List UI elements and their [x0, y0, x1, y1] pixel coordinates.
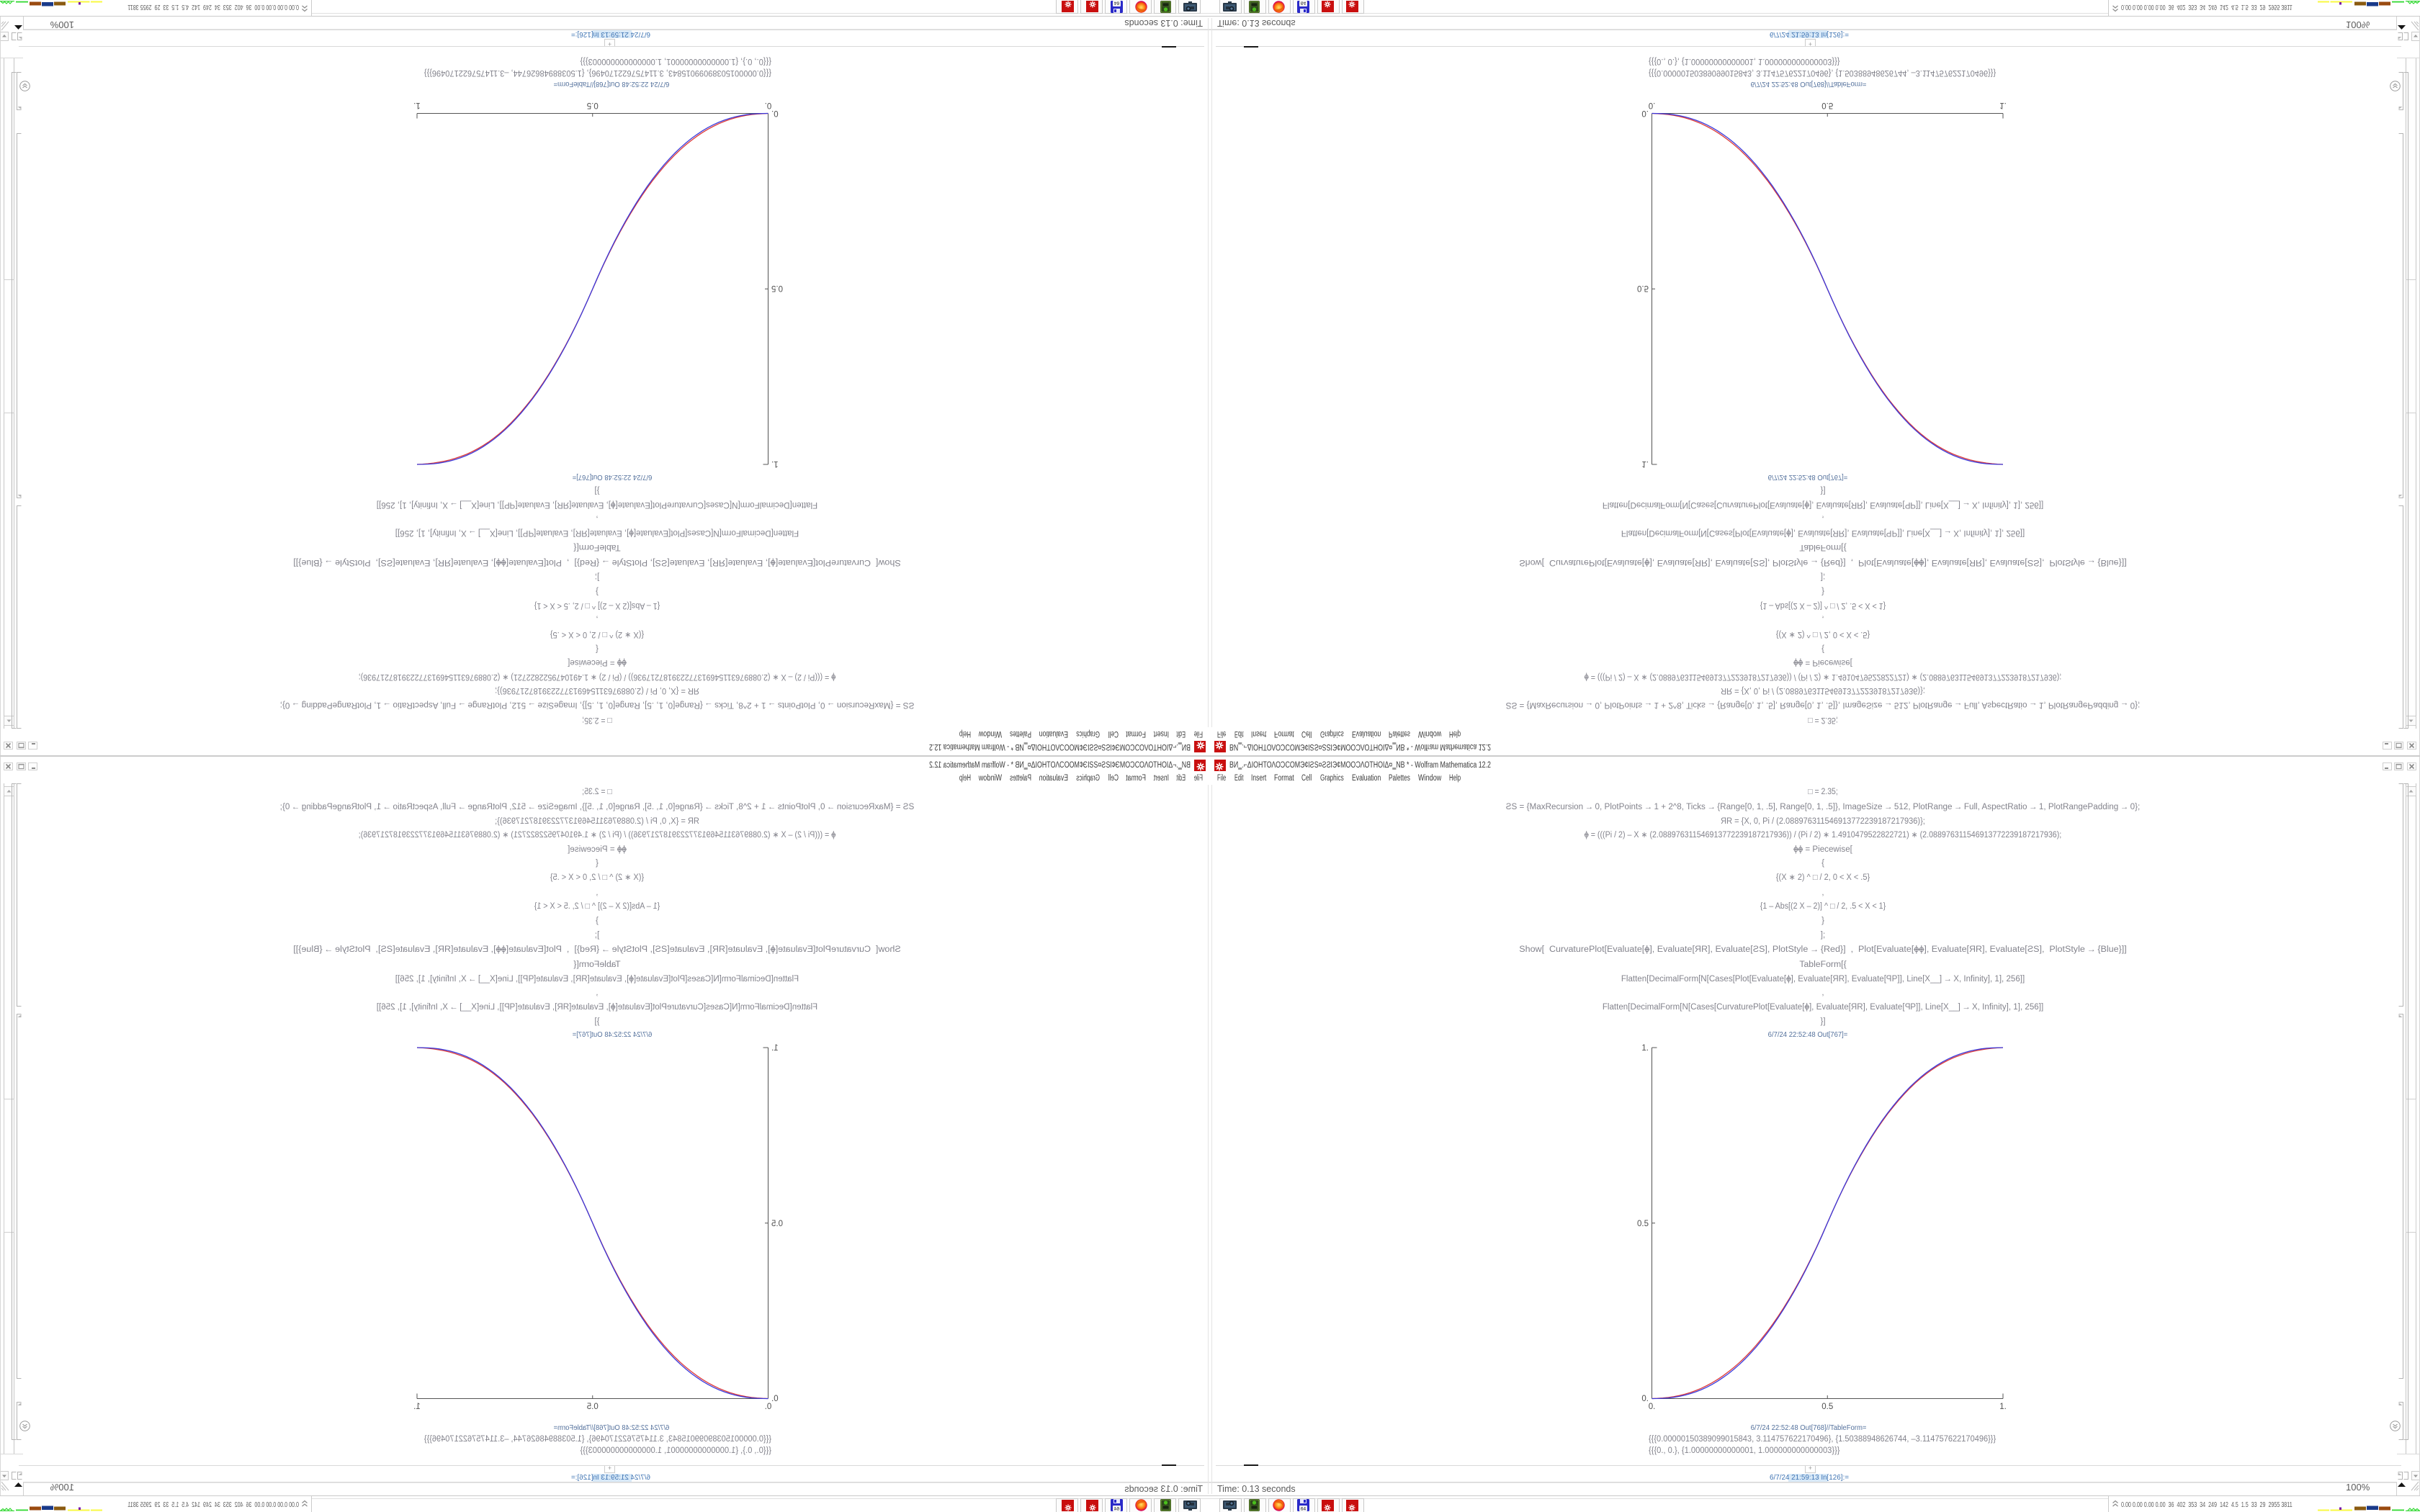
- svg-text:1.: 1.: [1641, 459, 1649, 468]
- svg-text:0.5: 0.5: [587, 101, 599, 109]
- svg-text:0.: 0.: [765, 1403, 772, 1411]
- svg-text:0.5: 0.5: [1637, 284, 1649, 292]
- svg-text:0.: 0.: [1649, 1403, 1656, 1411]
- svg-text:0.5: 0.5: [1821, 101, 1833, 109]
- svg-text:1.: 1.: [413, 1403, 421, 1411]
- svg-text:0.: 0.: [771, 109, 779, 117]
- svg-text:0.5: 0.5: [771, 284, 783, 292]
- svg-text:1.: 1.: [1641, 1044, 1649, 1053]
- svg-text:1.: 1.: [771, 1044, 779, 1053]
- svg-text:0.5: 0.5: [1637, 1220, 1649, 1228]
- svg-text:0.: 0.: [765, 101, 772, 109]
- svg-text:64: 64: [1301, 1, 1307, 6]
- svg-text:0.5: 0.5: [1821, 1403, 1833, 1411]
- svg-text:0.5: 0.5: [771, 1220, 783, 1228]
- svg-text:0.: 0.: [1641, 1395, 1649, 1403]
- svg-text:0.: 0.: [1649, 101, 1656, 109]
- svg-text:1.: 1.: [413, 101, 421, 109]
- svg-text:1.: 1.: [771, 459, 779, 468]
- svg-text:64: 64: [1114, 1, 1120, 6]
- svg-text:64: 64: [1114, 1507, 1120, 1512]
- svg-text:1.: 1.: [1999, 1403, 2007, 1411]
- svg-text:0.: 0.: [1641, 109, 1649, 117]
- svg-text:0.5: 0.5: [587, 1403, 599, 1411]
- svg-text:1.: 1.: [1999, 101, 2007, 109]
- svg-text:0.: 0.: [771, 1395, 779, 1403]
- svg-text:64: 64: [1301, 1507, 1307, 1512]
